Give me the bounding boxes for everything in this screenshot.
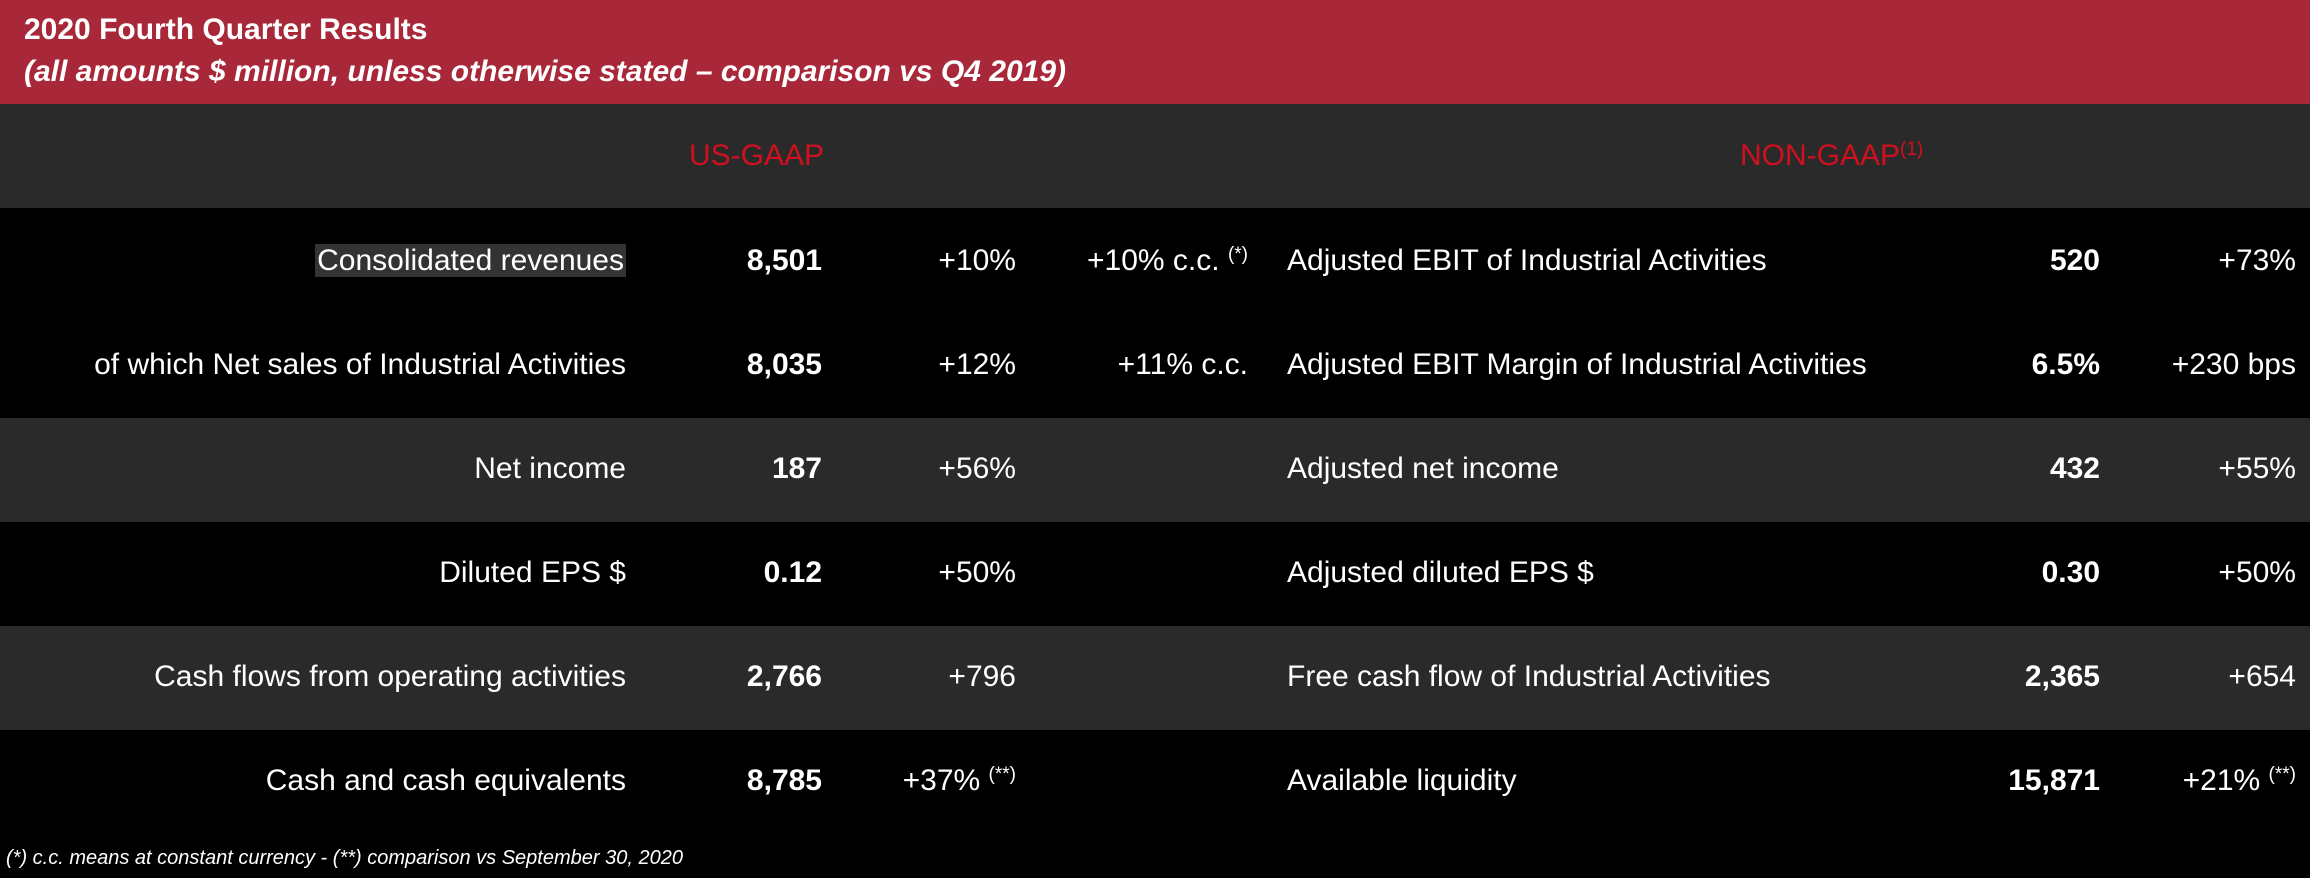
footnote-marker: (*) (1227, 244, 1248, 265)
non-gaap-heading: NON-GAAP(1) (1740, 139, 1924, 172)
non-gaap-metric-change: +21% (**) (2182, 764, 2296, 797)
non-gaap-metric-value: 2,365 (2024, 660, 2100, 693)
non-gaap-metric-label: Free cash flow of Industrial Activities (1287, 660, 1771, 693)
row-band (0, 626, 2310, 730)
non-gaap-metric-label: Adjusted EBIT Margin of Industrial Activ… (1287, 348, 1867, 381)
title-banner: 2020 Fourth Quarter Results (all amounts… (0, 0, 2310, 104)
non-gaap-metric-change: +50% (2218, 556, 2296, 589)
section-header-band (0, 104, 2310, 208)
non-gaap-metric-label: Available liquidity (1287, 764, 1517, 797)
us-metric-value: 8,501 (746, 244, 822, 277)
us-metric-change: +796 (948, 660, 1016, 693)
non-gaap-metric-label: Adjusted EBIT of Industrial Activities (1287, 244, 1767, 277)
non-gaap-metric-label: Adjusted diluted EPS $ (1287, 556, 1594, 589)
non-gaap-metric-change: +654 (2228, 660, 2296, 693)
non-gaap-metric-change: +55% (2218, 452, 2296, 485)
us-metric-constant-currency: +11% c.c. (1117, 348, 1248, 381)
us-metric-change: +37% (**) (902, 764, 1016, 797)
page-subtitle: (all amounts $ million, unless otherwise… (24, 55, 1067, 88)
us-metric-change: +50% (938, 556, 1016, 589)
footnote: (*) c.c. means at constant currency - (*… (6, 847, 683, 869)
us-metric-change: +12% (938, 348, 1016, 381)
us-metric-value: 2,766 (746, 660, 822, 693)
non-gaap-footnote-marker: (1) (1900, 139, 1924, 160)
us-metric-label: Net income (474, 452, 626, 485)
us-metric-constant-currency: +10% c.c. (*) (1087, 244, 1248, 277)
us-metric-value: 8,035 (746, 348, 822, 381)
non-gaap-metric-value: 15,871 (2008, 764, 2100, 797)
non-gaap-metric-value: 0.30 (2041, 556, 2100, 589)
non-gaap-metric-value: 6.5% (2031, 348, 2100, 381)
us-metric-label: Cash flows from operating activities (154, 660, 626, 693)
non-gaap-metric-value: 520 (2049, 244, 2100, 277)
footnote-marker: (**) (988, 764, 1016, 785)
us-metric-label: Diluted EPS $ (439, 556, 626, 589)
us-metric-value: 8,785 (746, 764, 822, 797)
page-title: 2020 Fourth Quarter Results (24, 13, 428, 46)
us-metric-label: of which Net sales of Industrial Activit… (94, 348, 626, 381)
us-metric-value: 0.12 (763, 556, 822, 589)
us-metric-change: +10% (938, 244, 1016, 277)
non-gaap-metric-value: 432 (2049, 452, 2100, 485)
non-gaap-metric-change: +230 bps (2171, 348, 2296, 381)
footnote-marker: (**) (2268, 764, 2296, 785)
non-gaap-metric-change: +73% (2218, 244, 2296, 277)
row-band (0, 418, 2310, 522)
non-gaap-metric-label: Adjusted net income (1287, 452, 1559, 485)
us-metric-value: 187 (771, 452, 822, 485)
us-gaap-heading: US-GAAP (688, 139, 824, 172)
us-metric-label: Cash and cash equivalents (265, 764, 626, 797)
us-metric-change: +56% (938, 452, 1016, 485)
us-metric-label: Consolidated revenues (315, 244, 626, 277)
